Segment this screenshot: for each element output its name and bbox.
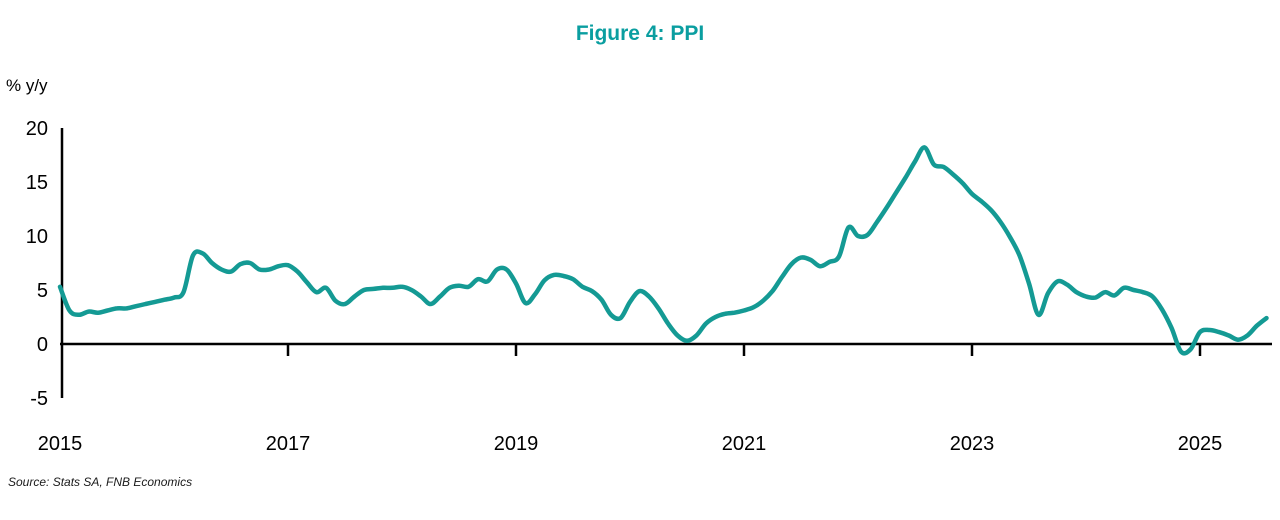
x-tick-label-2025: 2025 (1178, 433, 1223, 455)
x-tick-label-2019: 2019 (494, 433, 539, 455)
y-tick-label-0: 0 (37, 334, 48, 356)
source-note: Source: Stats SA, FNB Economics (8, 475, 193, 489)
ppi-line (57, 145, 1269, 356)
y-tick-label-5: 5 (37, 280, 48, 302)
y-tick-label--5: -5 (30, 388, 48, 410)
y-tick-label-20: 20 (26, 118, 48, 140)
x-tick-label-2023: 2023 (950, 433, 995, 455)
y-axis-unit-label: % y/y (6, 76, 48, 95)
y-tick-label-10: 10 (26, 226, 48, 248)
x-tick-label-2021: 2021 (722, 433, 767, 455)
y-tick-label-15: 15 (26, 172, 48, 194)
x-tick-label-2015: 2015 (38, 433, 83, 455)
x-tick-label-2017: 2017 (266, 433, 311, 455)
chart-title: Figure 4: PPI (575, 22, 705, 45)
